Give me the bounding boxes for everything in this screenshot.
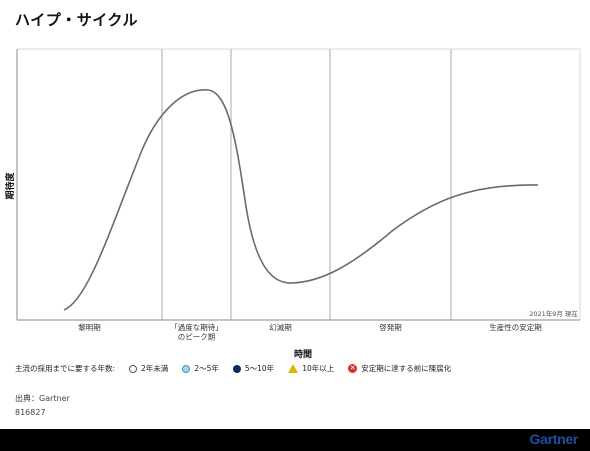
hype-curve xyxy=(63,89,539,311)
legend: 主流の採用までに要する年数: 2年未満 2〜5年 5〜10年 10年以上 ✕ 安… xyxy=(15,363,451,374)
phase-label-3: 幻滅期 xyxy=(269,322,292,332)
light-blue-circle-icon xyxy=(182,364,191,373)
phase-label-5: 生産性の安定期 xyxy=(489,322,542,332)
y-axis-label: 期待度 xyxy=(4,172,16,200)
legend-item-under-2-years: 2年未満 xyxy=(129,363,168,374)
phase-dividers xyxy=(161,49,452,320)
phase-label-4: 啓発期 xyxy=(379,322,402,332)
legend-item-label: 2年未満 xyxy=(141,364,169,373)
legend-item-obsolete: ✕ 安定期に達する前に陳腐化 xyxy=(348,363,451,374)
legend-item-label: 5〜10年 xyxy=(244,364,275,373)
gartner-logo: Gartner xyxy=(529,431,579,447)
empty-circle-icon xyxy=(129,364,138,373)
legend-item-over-10-years: 10年以上 xyxy=(288,363,334,374)
chart-frame xyxy=(16,48,581,321)
phase-label-1: 黎明期 xyxy=(78,322,101,332)
source-text: 出典：Gartner xyxy=(15,394,70,403)
legend-item-2-5-years: 2〜5年 xyxy=(182,363,219,374)
legend-title: 主流の採用までに要する年数: xyxy=(15,364,116,373)
hype-cycle-chart: 期待度 時間 2021年9月 現在 黎明期 「過度な期待」のピーク期 幻滅期 啓発期 生… xyxy=(4,48,581,360)
page-title: ハイプ・サイクル xyxy=(15,11,138,29)
footer-bar: Gartner xyxy=(0,429,590,451)
dark-blue-circle-icon xyxy=(232,364,241,373)
legend-item-5-10-years: 5〜10年 xyxy=(232,363,275,374)
phase-labels: 黎明期 「過度な期待」のピーク期 幻滅期 啓発期 生産性の安定期 xyxy=(78,322,542,342)
legend-item-label: 10年以上 xyxy=(302,364,335,373)
legend-item-label: 安定期に達する前に陳腐化 xyxy=(361,364,452,373)
x-axis-label: 時間 xyxy=(294,348,312,360)
legend-item-label: 2〜5年 xyxy=(194,364,219,373)
red-x-circle-icon: ✕ xyxy=(348,364,358,373)
document-id: 816827 xyxy=(15,408,46,417)
phase-label-2: 「過度な期待」のピーク期 xyxy=(170,322,223,342)
date-label: 2021年9月 現在 xyxy=(529,309,578,318)
yellow-triangle-icon xyxy=(288,364,299,373)
